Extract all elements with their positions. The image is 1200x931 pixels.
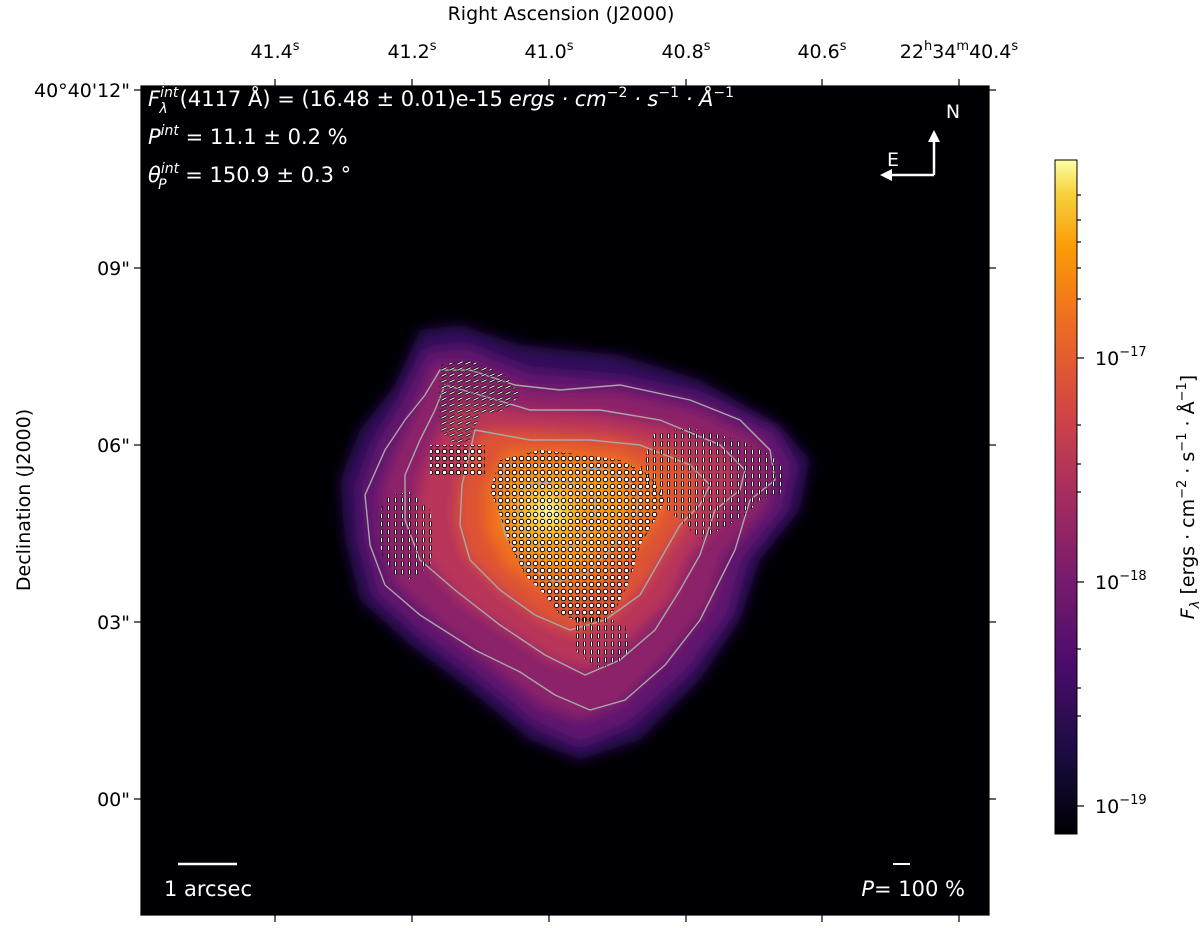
polarization-vectors <box>378 360 785 668</box>
contour-3 <box>459 429 711 631</box>
vectors-west-lobe <box>378 492 435 580</box>
x-tick-label: 41.4s <box>250 39 299 63</box>
integrated-flux-text: Fint λ (4117 Å) = (16.48 ± 0.01)e-15 ergs ·… <box>148 85 734 117</box>
colorbar-tick-label: 10−19 <box>1095 793 1147 818</box>
y-tick-labels: 40°40'12" 09" 06" 03" 00" <box>34 80 130 811</box>
scale-bar-label: 1 arcsec <box>164 877 252 901</box>
colorbar-label: Fλ [ergs · cm−2 · s−1 · Å−1] <box>1175 375 1200 619</box>
colorbar-tick-label: 10−17 <box>1095 345 1147 370</box>
colorbar-tick-labels: 10−17 10−18 10−19 <box>1095 345 1147 818</box>
annotations: Fint λ (4117 Å) = (16.48 ± 0.01)e-15 ergs ·… <box>148 85 734 193</box>
vectors-south-arm <box>575 615 630 668</box>
x-tick-labels: 41.4s 41.2s 41.0s 40.8s 40.6s 22h34m40.4… <box>250 39 1018 63</box>
integrated-polarization-text: Pint = 11.1 ± 0.2 % <box>148 123 348 149</box>
x-tick-label: 22h34m40.4s <box>900 39 1019 63</box>
compass-north-label: N <box>946 101 960 123</box>
vectors-ne-region <box>640 428 785 540</box>
polarization-angle-text: θint P = 150.9 ± 0.3 ° <box>148 161 351 193</box>
colorbar-tick-label: 10−18 <box>1095 569 1147 594</box>
y-tick-label: 03" <box>97 612 130 634</box>
compass <box>880 130 940 181</box>
colorbar <box>1054 159 1078 835</box>
x-tick-label: 40.6s <box>797 39 846 63</box>
contour-outer <box>364 369 776 711</box>
y-tick-label: 09" <box>97 258 130 280</box>
y-tick-label: 00" <box>97 789 130 811</box>
y-axis-label: Declination (J2000) <box>13 409 35 591</box>
vectors-upper-cluster <box>430 445 485 475</box>
y-tick-label: 40°40'12" <box>34 80 130 102</box>
x-tick-label: 41.0s <box>524 39 573 63</box>
vectors-nw-lobe <box>438 360 520 445</box>
x-tick-label: 40.8s <box>661 39 710 63</box>
x-tick-label: 41.2s <box>387 39 436 63</box>
compass-east-label: E <box>887 149 899 171</box>
tick-marks <box>134 79 996 922</box>
colorbar-ticks <box>1077 194 1084 807</box>
y-tick-label: 06" <box>97 435 130 457</box>
vectors-central <box>490 450 665 625</box>
x-axis-label: Right Ascension (J2000) <box>448 3 675 25</box>
polarization-scale-label: P= 100 % <box>861 877 965 901</box>
